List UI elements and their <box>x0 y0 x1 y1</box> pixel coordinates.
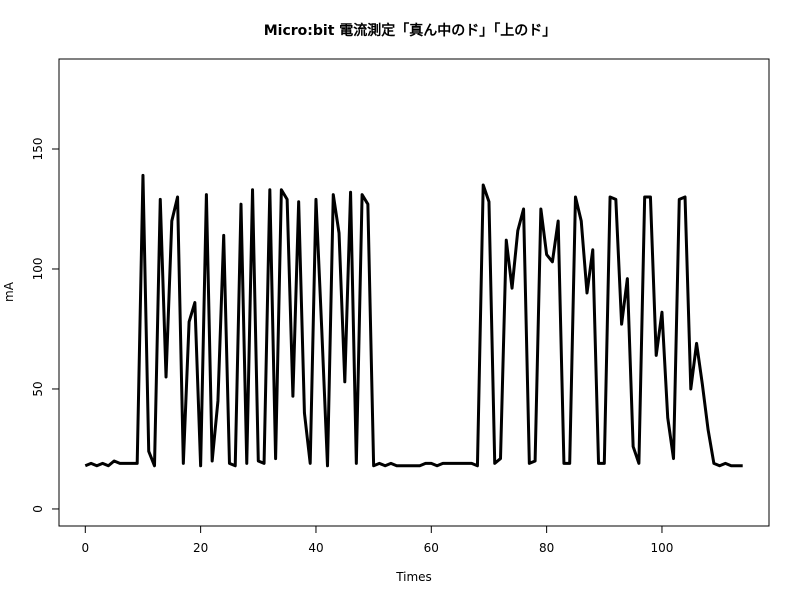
chart-title: Micro:bit 電流測定「真ん中のド」「上のド」 <box>264 22 557 39</box>
y-axis-label: mA <box>2 281 16 302</box>
y-tick-label: 0 <box>31 505 45 513</box>
x-tick-label: 100 <box>651 541 674 555</box>
data-line <box>84 173 743 468</box>
plot-box <box>58 58 770 527</box>
x-tick-label: 20 <box>193 541 208 555</box>
x-axis-label: Times <box>395 570 432 584</box>
y-tick-label: 150 <box>31 138 45 161</box>
x-tick-label: 60 <box>424 541 439 555</box>
y-tick-label: 100 <box>31 258 45 281</box>
x-tick-label: 80 <box>539 541 554 555</box>
x-tick-label: 40 <box>308 541 323 555</box>
x-tick-label: 0 <box>81 541 89 555</box>
y-tick-label: 50 <box>31 381 45 396</box>
